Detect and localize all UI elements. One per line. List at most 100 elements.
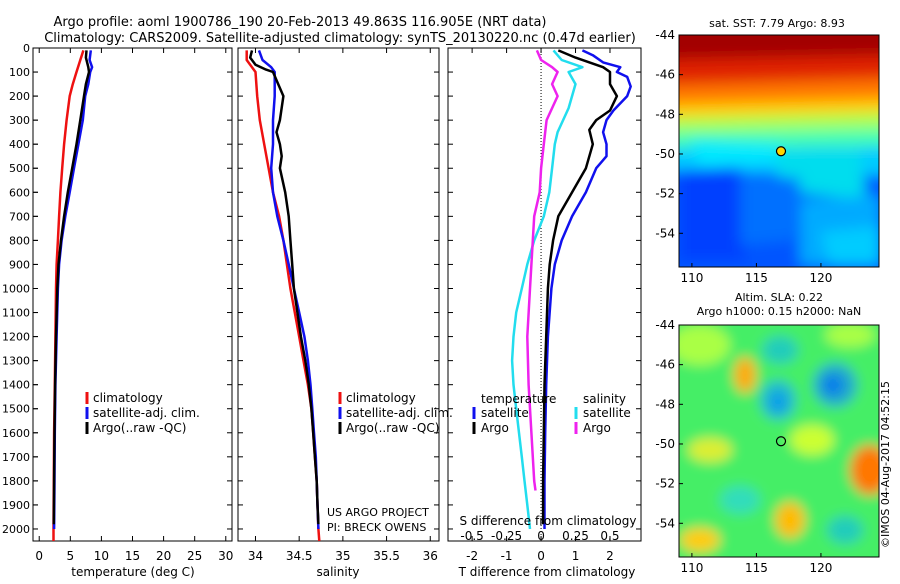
map-y-tick-label: -50 [655,147,675,161]
difference-plot-frame [447,47,642,542]
map-y-tick-label: -48 [655,107,675,121]
x-tick-label: 30 [218,549,233,563]
x-tick-label-salinity: -0.25 [491,529,522,543]
x-tick-label: 35 [335,549,350,563]
salinity-plot-frame [237,47,440,542]
map-y-tick-label: -54 [655,226,675,240]
map-x-tick-label: 120 [809,561,832,575]
map-y-tick-label: -48 [655,397,675,411]
legend-label-argo: Argo(..raw -QC) [93,421,186,435]
legend-title-temperature: temperature [481,392,556,406]
map-y-tick-label: -46 [655,68,675,82]
argo-float-marker-sst [775,146,787,157]
map-y-tick-label: -50 [655,437,675,451]
argo-raw-qc--line [248,50,320,525]
salinity-argo-line [526,49,559,491]
depth-tick-label: 800 [9,234,30,247]
legend-label-satellite: satellite-adj. clim. [346,406,453,420]
legend-label-s-satellite: satellite [583,406,631,420]
x-tick-label: 2 [606,549,614,563]
sla-map-title: Altim. SLA: 0.22 [735,291,823,304]
x-tick-label: 0 [35,549,43,563]
x-tick-label: 5 [66,549,74,563]
temperature-panel: 0 5 10 15 20 25 30 [33,47,233,563]
series-group [52,50,94,541]
difference-legend: temperature salinity satellite Argo sate… [472,392,631,435]
depth-tick-label: 1400 [2,379,30,392]
legend-label-t-satellite: satellite [481,406,529,420]
satellite-adj-clim--line [52,50,94,530]
depth-tick-label: 900 [9,258,30,271]
legend-label-s-argo: Argo [583,421,611,435]
x-tick-label-salinity: -0.5 [460,529,483,543]
argo-raw-qc--line [52,50,91,525]
x-tick-label-salinity: 0.25 [562,529,589,543]
depth-tick-label: 400 [9,138,30,151]
depth-tick-label: 0 [23,42,30,55]
sla-map-axes: 110 115 120 -44 -46 -48 -50 -52 -54 [655,318,832,575]
map-y-tick-label: -46 [655,358,675,372]
sst-map-axes: 110 115 120 -44 -46 -48 -50 -52 -54 [655,28,832,285]
depth-tick-label: 100 [9,66,30,79]
depth-tick-label: 300 [9,114,30,127]
x-tick-label: -2 [466,549,478,563]
x-tick-label: 15 [125,549,140,563]
copyright-watermark: ©IMOS 04-Aug-2017 04:52:15 [879,381,892,548]
x-tick-label: 35.5 [373,549,400,563]
depth-tick-label: 200 [9,90,30,103]
series-group [245,49,321,541]
sla-map: 110 115 120 -44 -46 -48 -50 -52 -54 [655,318,880,575]
difference-panel: -2 -1 0 1 2 -0.5 -0.25 0 0.25 0.5 [448,47,641,563]
map-x-tick-label: 110 [680,271,703,285]
depth-tick-label: 600 [9,186,30,199]
depth-tick-label: 1200 [2,331,30,344]
series-group [510,49,632,530]
map-y-tick-label: -44 [655,318,675,332]
difference-x-label: T difference from climatology [458,565,636,579]
temperature-plot-frame [32,47,233,542]
depth-tick-label: 1800 [2,475,30,488]
x-tick-label: 36 [423,549,438,563]
pi-annotation: PI: BRECK OWENS [327,521,426,534]
depth-axis: 0 100 200 300 400 500 600 700 800 900 1000 1100 1200… [2,42,38,536]
depth-tick-label: 1600 [2,427,30,440]
sla-map-frame [678,324,880,558]
sst-field [679,35,879,267]
salinity-legend: climatology satellite-adj. clim. Argo(..… [338,391,453,435]
map-y-tick-label: -52 [655,477,675,491]
map-x-tick-label: 115 [745,561,768,575]
sst-map-title: sat. SST: 7.79 Argo: 8.93 [709,17,845,30]
argo-float-marker-sla [775,436,787,447]
temperature-legend: climatology satellite-adj. clim. Argo(..… [85,391,200,435]
x-tick-label: 1 [572,549,580,563]
x-tick-label: 34.5 [286,549,313,563]
sla-map-subtitle: Argo h1000: 0.15 h2000: NaN [697,305,862,318]
legend-label-climatology: climatology [346,391,416,405]
depth-tick-label: 1700 [2,451,30,464]
depth-tick-label: 1300 [2,355,30,368]
salinity-x-label: salinity [316,565,359,579]
depth-tick-label: 1000 [2,282,30,295]
map-y-tick-label: -52 [655,187,675,201]
sst-map: 110 115 120 -44 -46 -48 -50 -52 -54 [655,28,880,285]
sst-map-frame [678,34,880,268]
legend-title-salinity: salinity [583,392,626,406]
x-tick-label-salinity: 0.5 [600,529,619,543]
x-tick-label: 10 [94,549,109,563]
satellite-adj-clim--line [257,49,320,530]
depth-tick-label: 1900 [2,499,30,512]
temperature-x-label: temperature (deg C) [71,565,194,579]
legend-label-satellite: satellite-adj. clim. [93,406,200,420]
salinity-panel: 34 34.5 35 35.5 36 [238,47,439,563]
depth-tick-label: 1100 [2,307,30,320]
title-line2: Climatology: CARS2009. Satellite-adjuste… [44,31,636,46]
map-y-tick-label: -54 [655,516,675,530]
title-line1: Argo profile: aoml 1900786_190 20-Feb-20… [53,15,546,30]
x-tick-label: 25 [187,549,202,563]
depth-tick-label: 2000 [2,523,30,536]
temperature-satellite-line [543,49,632,529]
climatology-line [245,50,321,541]
temperature-argo-line [541,49,619,525]
x-tick-label: 34 [248,549,263,563]
